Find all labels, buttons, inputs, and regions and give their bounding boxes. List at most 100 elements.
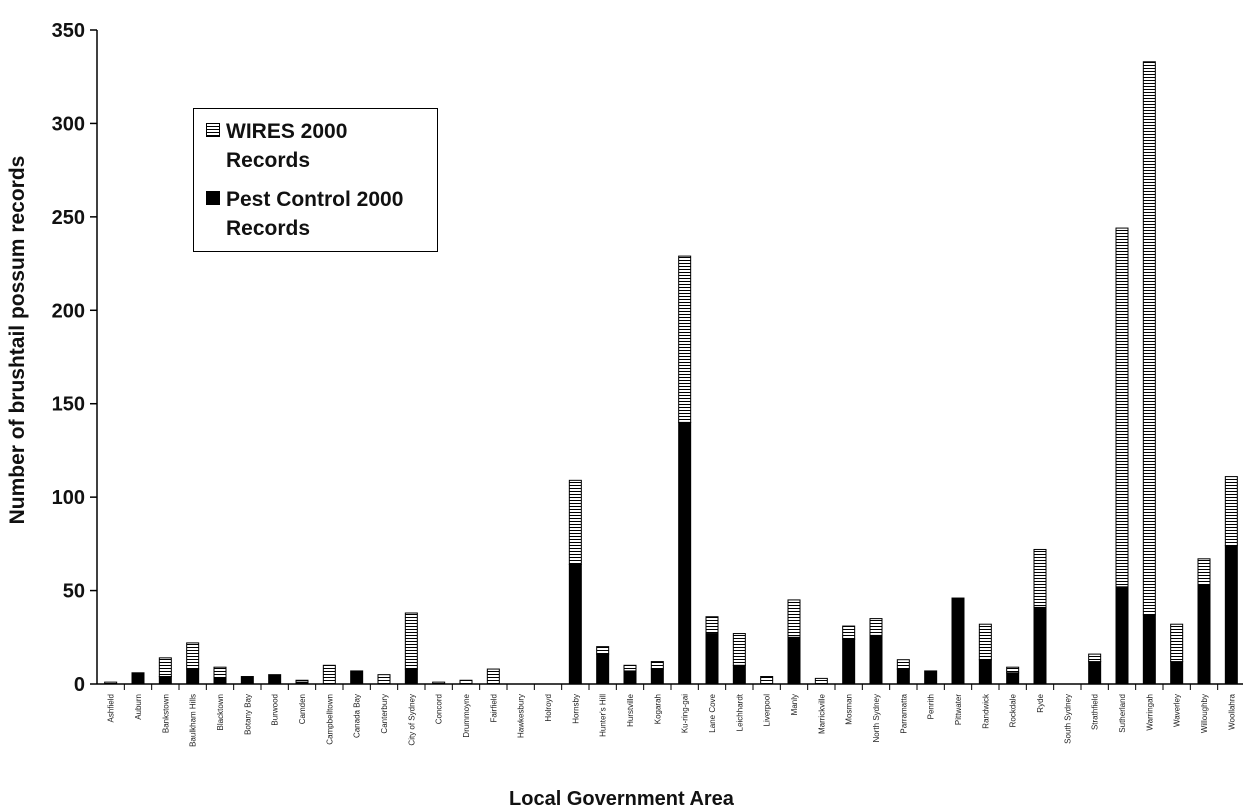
bar-pest-control (733, 665, 745, 684)
bar-pest-control (925, 671, 937, 684)
bar-wires (897, 660, 909, 669)
bar-pest-control (187, 669, 199, 684)
bar-wires (460, 680, 472, 684)
legend-swatch-pest (206, 191, 220, 205)
bar-wires (1034, 549, 1046, 607)
x-tick-label: North Sydney (872, 694, 881, 742)
y-tick-label: 150 (52, 394, 85, 416)
x-tick-label: Strathfield (1091, 694, 1100, 730)
bar-wires (405, 613, 417, 669)
bar-wires (706, 617, 718, 634)
x-tick-label: Bankstown (161, 694, 170, 733)
bar-pest-control (1007, 673, 1019, 684)
y-tick-label: 100 (52, 487, 85, 509)
bar-wires (159, 658, 171, 677)
bar-wires (487, 669, 499, 684)
x-tick-label: Hurstville (626, 693, 635, 726)
x-tick-label: Auburn (134, 694, 143, 720)
bar-wires (1007, 667, 1019, 673)
bar-pest-control (569, 564, 581, 684)
bar-pest-control (1034, 607, 1046, 684)
bar-pest-control (706, 634, 718, 684)
bar-pest-control (843, 639, 855, 684)
bar-pest-control (351, 671, 363, 684)
bar-pest-control (405, 669, 417, 684)
x-tick-label: Randwick (981, 693, 990, 729)
x-tick-label: Waverley (1173, 694, 1182, 727)
bar-pest-control (679, 422, 691, 684)
x-tick-label: Canada Bay (353, 694, 362, 738)
bar-wires (1089, 654, 1101, 661)
x-tick-label: Campbelltown (325, 694, 334, 745)
bar-pest-control (788, 637, 800, 684)
x-tick-label: Liverpool (763, 694, 772, 727)
bar-wires (651, 662, 663, 669)
bar-pest-control (1089, 662, 1101, 684)
x-tick-label: Mosman (845, 694, 854, 725)
bar-pest-control (624, 671, 636, 684)
x-tick-label: Leichhardt (735, 693, 744, 731)
bar-wires (870, 619, 882, 636)
x-tick-label: City of Sydney (407, 694, 416, 746)
x-tick-label: Parramatta (899, 693, 908, 733)
x-tick-label: Rockdale (1009, 693, 1018, 727)
bar-wires (979, 624, 991, 660)
y-tick-label: 0 (74, 674, 85, 696)
bar-wires (187, 643, 199, 669)
bar-pest-control (597, 654, 609, 684)
x-tick-label: Hornsby (571, 694, 580, 724)
bar-wires (624, 665, 636, 671)
x-tick-label: Marrickville (817, 693, 826, 734)
bar-wires (105, 682, 117, 684)
x-tick-label: Willoughby (1200, 694, 1209, 733)
bar-pest-control (870, 635, 882, 684)
x-tick-label: Camden (298, 694, 307, 724)
x-tick-label: Ku-ring-gai (681, 694, 690, 733)
bar-pest-control (651, 669, 663, 684)
x-tick-label: Kogarah (653, 694, 662, 724)
bar-pest-control (159, 677, 171, 684)
bar-wires (378, 675, 390, 684)
bar-pest-control (897, 669, 909, 684)
bar-wires (214, 667, 226, 678)
x-tick-label: Botany Bay (243, 694, 252, 735)
y-tick-label: 300 (52, 113, 85, 135)
x-tick-label: Hunter's Hill (599, 694, 608, 737)
x-tick-label: Baulkham Hills (189, 694, 198, 747)
x-tick-label: Sutherland (1118, 694, 1127, 733)
x-tick-label: Concord (435, 694, 444, 724)
x-tick-label: Penrith (927, 694, 936, 719)
x-tick-label: Ashfield (107, 694, 116, 722)
bar-wires (788, 600, 800, 637)
x-tick-label: Warringah (1145, 694, 1154, 731)
bar-wires (1143, 62, 1155, 615)
x-tick-label: Burwood (271, 694, 280, 726)
bar-wires (1198, 559, 1210, 585)
bar-pest-control (1198, 585, 1210, 684)
bar-wires (1171, 624, 1183, 661)
x-tick-label: Pittwater (954, 694, 963, 725)
y-tick-label: 350 (52, 20, 85, 42)
y-axis-title: Number of brushtail possum records (6, 80, 30, 600)
legend-label-pest: Pest Control 2000 Records (226, 185, 436, 243)
bar-pest-control (214, 678, 226, 684)
bar-pest-control (1225, 546, 1237, 684)
legend-label-wires: WIRES 2000 Records (226, 117, 376, 175)
bar-pest-control (1143, 615, 1155, 684)
bar-pest-control (979, 660, 991, 684)
bar-wires (843, 626, 855, 639)
bar-pest-control (1171, 662, 1183, 684)
x-tick-label: Ryde (1036, 693, 1045, 712)
x-tick-label: Holroyd (544, 694, 553, 722)
x-tick-label: Lane Cove (708, 693, 717, 732)
x-tick-label: Hawkesbury (517, 694, 526, 738)
bar-pest-control (269, 675, 281, 684)
bar-wires (1225, 477, 1237, 546)
bar-wires (323, 665, 335, 684)
bar-wires (761, 677, 773, 684)
bar-pest-control (1116, 587, 1128, 684)
bar-wires (569, 480, 581, 564)
bar-wires (733, 634, 745, 666)
legend: WIRES 2000 Records Pest Control 2000 Rec… (193, 108, 438, 252)
